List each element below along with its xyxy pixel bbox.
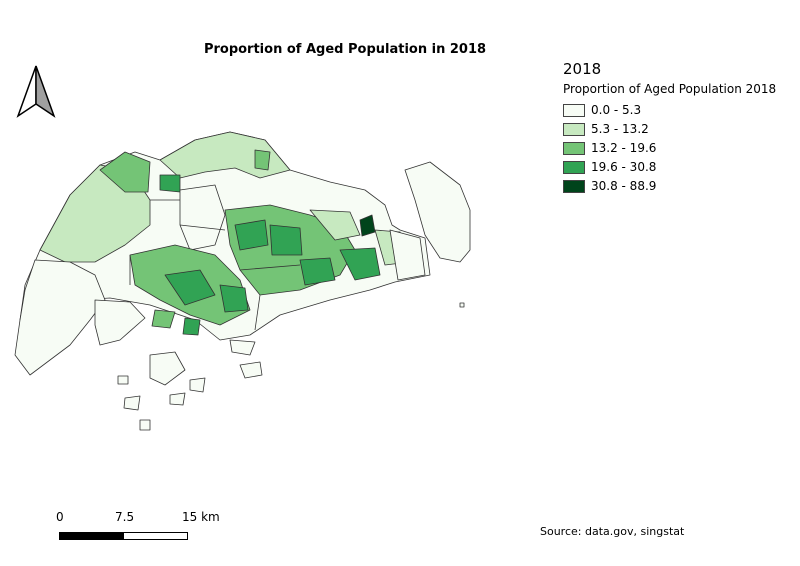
legend-swatch	[563, 160, 585, 174]
legend-class-1: 0.0 - 5.3	[563, 101, 776, 119]
legend-swatch	[563, 122, 585, 136]
source-note: Source: data.gov, singstat	[540, 525, 685, 538]
scale-segment-black	[59, 532, 124, 540]
legend-swatch	[563, 179, 585, 193]
scale-tick-0: 0	[56, 510, 64, 524]
legend-class-4: 19.6 - 30.8	[563, 158, 776, 176]
legend-class-2: 5.3 - 13.2	[563, 120, 776, 138]
legend-class-3: 13.2 - 19.6	[563, 139, 776, 157]
scale-tick-1: 7.5	[115, 510, 135, 524]
scale-segment-white	[123, 532, 188, 540]
scale-bar: 0 7.5 15 km	[40, 510, 220, 550]
legend-label: 19.6 - 30.8	[591, 160, 657, 174]
map-legend: 2018 Proportion of Aged Population 2018 …	[563, 60, 776, 196]
legend-class-5: 30.8 - 88.9	[563, 177, 776, 195]
legend-label: 13.2 - 19.6	[591, 141, 657, 155]
north-arrow-icon	[16, 65, 56, 118]
legend-label: 0.0 - 5.3	[591, 103, 642, 117]
scale-tick-2: 15 km	[182, 510, 220, 524]
legend-subtitle: Proportion of Aged Population 2018	[563, 82, 777, 96]
map-title: Proportion of Aged Population in 2018	[203, 42, 487, 57]
pulau-ubin	[404, 161, 471, 263]
legend-year: 2018	[563, 60, 602, 78]
legend-swatch	[563, 141, 585, 155]
legend-swatch	[563, 103, 585, 117]
legend-label: 30.8 - 88.9	[591, 179, 657, 193]
legend-label: 5.3 - 13.2	[591, 122, 649, 136]
